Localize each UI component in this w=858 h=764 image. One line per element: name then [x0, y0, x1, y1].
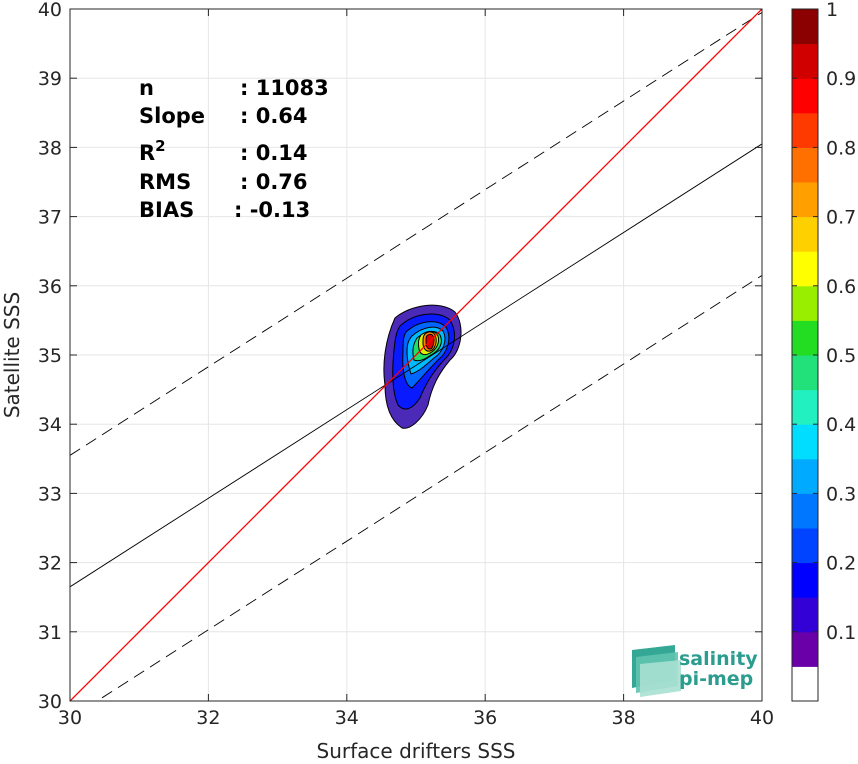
colorbar-segment — [792, 182, 818, 218]
lower-rms-line — [96, 275, 762, 701]
colorbar-segment — [792, 251, 818, 287]
colorbar-segment — [792, 666, 818, 702]
colorbar-segment — [792, 389, 818, 425]
colorbar-segment — [792, 597, 818, 633]
x-tick-label: 32 — [196, 707, 220, 729]
stat-label: n — [139, 76, 154, 100]
x-tick-label: 36 — [473, 707, 497, 729]
y-tick-label: 40 — [38, 0, 62, 21]
colorbar-segment — [792, 285, 818, 321]
y-tick-label: 38 — [38, 137, 62, 159]
y-axis-label: Satellite SSS — [0, 292, 24, 418]
x-tick-label: 40 — [750, 707, 774, 729]
y-tick-label: 33 — [38, 483, 62, 505]
colorbar-segment — [792, 493, 818, 529]
stat-value: : 11083 — [240, 76, 329, 100]
one-to-one-line — [70, 9, 762, 701]
colorbar-segment — [792, 458, 818, 494]
stat-value: : 0.64 — [240, 104, 308, 128]
colorbar-tick-label: 0.1 — [826, 622, 856, 644]
y-tick-label: 30 — [38, 691, 62, 713]
logo-line1: salinity — [679, 648, 758, 670]
colorbar-tick-label: 0.4 — [826, 414, 856, 436]
colorbar-segment — [792, 112, 818, 148]
density-contours — [383, 304, 462, 429]
colorbar-segment — [792, 216, 818, 252]
y-tick-label: 34 — [38, 414, 62, 436]
colorbar-segment — [792, 631, 818, 667]
y-tick-label: 39 — [38, 68, 62, 90]
colorbar-tick-label: 1 — [826, 0, 838, 21]
colorbar-tick-label: 0.8 — [826, 137, 856, 159]
colorbar-segment — [792, 43, 818, 79]
colorbar-tick-label: 0.6 — [826, 276, 856, 298]
colorbar-segment — [792, 355, 818, 391]
y-tick-label: 36 — [38, 276, 62, 298]
stat-value: : 0.76 — [240, 170, 308, 194]
colorbar-segment — [792, 9, 818, 45]
colorbar-segment — [792, 320, 818, 356]
colorbar-tick-label: 0.7 — [826, 207, 856, 229]
colorbar: 0.1 0.2 0.3 0.4 0.5 0.6 0.7 0.8 0.9 1 — [791, 0, 856, 702]
y-tick-label: 32 — [38, 553, 62, 575]
logo-layers-icon — [632, 645, 681, 697]
colorbar-tick-label: 0.3 — [826, 483, 856, 505]
stat-label: RMS — [139, 170, 191, 194]
regression-line — [70, 143, 762, 588]
y-tick-label: 35 — [38, 345, 62, 367]
stat-value: : -0.13 — [234, 198, 310, 222]
colorbar-segment — [792, 528, 818, 564]
y-tick-label: 31 — [38, 622, 62, 644]
upper-rms-line — [70, 12, 762, 456]
logo: salinity pi-mep — [632, 645, 758, 697]
stat-label: Slope — [139, 104, 205, 128]
colorbar-segment — [792, 78, 818, 114]
colorbar-segment — [792, 562, 818, 598]
reference-lines — [70, 9, 762, 701]
stat-label: BIAS — [139, 198, 194, 222]
grid — [70, 9, 762, 701]
x-tick-label: 34 — [335, 707, 359, 729]
ticks: 30 32 34 36 38 40 30 31 32 33 34 35 36 37 38 39 40 — [38, 0, 774, 729]
colorbar-segment — [792, 147, 818, 183]
colorbar-tick-label: 0.9 — [826, 68, 856, 90]
x-tick-label: 30 — [58, 707, 82, 729]
stat-value: : 0.14 — [240, 141, 308, 165]
y-tick-label: 37 — [38, 207, 62, 229]
colorbar-tick-label: 0.2 — [826, 553, 856, 575]
colorbar-tick-label: 0.5 — [826, 345, 856, 367]
colorbar-segment — [792, 424, 818, 460]
x-axis-label: Surface drifters SSS — [317, 739, 516, 763]
logo-line2: pi-mep — [679, 668, 753, 690]
x-tick-label: 38 — [612, 707, 636, 729]
